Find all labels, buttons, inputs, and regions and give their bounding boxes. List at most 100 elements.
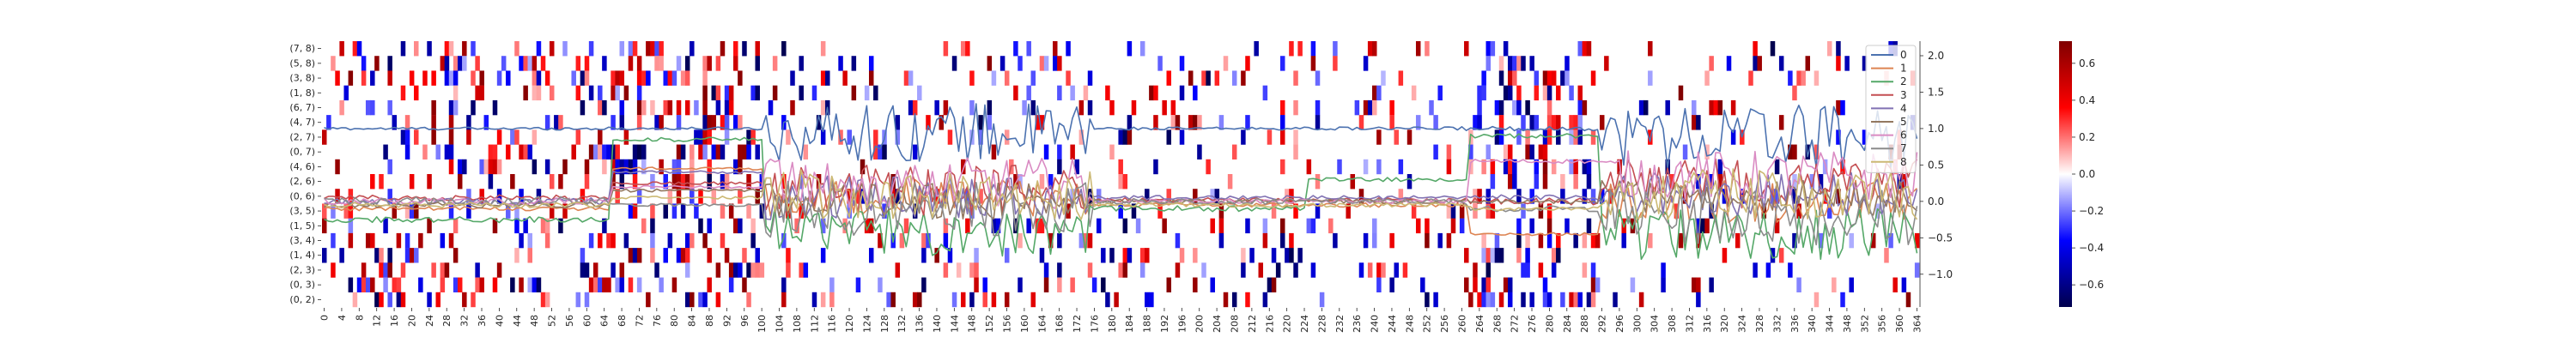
heatmap-cell [724,115,730,130]
heatmap-cell [431,99,436,116]
heatmap-cell [1153,85,1158,101]
heatmap-cell [663,203,668,219]
x-tick-label: 324 [1737,315,1748,333]
heatmap-cell [1538,232,1544,249]
heatmap-cell [926,115,931,130]
heatmap-cell [383,277,388,292]
x-tick-label: 260 [1456,315,1467,333]
heatmap-cell [1546,232,1552,249]
heatmap-cell [409,248,415,263]
heatmap-cell [781,277,787,292]
heatmap-cell [684,70,690,86]
heatmap-cell [702,232,708,249]
heatmap-cell [742,41,747,57]
heatmap-cell [667,70,673,86]
heatmap-cell [921,232,927,249]
heatmap-cell [707,248,712,263]
heatmap-cell [335,70,340,86]
heatmap-cell [663,70,668,86]
heatmap-cell [1227,174,1233,190]
heatmap-cell [1516,85,1522,101]
heatmap-cell [466,203,471,219]
heatmap-cell [890,174,896,190]
heatmap-cell [1682,144,1688,159]
heatmap-cell [492,99,498,116]
heatmap-cell [1048,232,1054,249]
heatmap-cell [619,115,625,130]
heatmap-cell [684,56,690,71]
line-y-axis: −1.0 −0.5 0.0 0.5 1.0 1.5 2.0 [1919,41,1953,307]
x-tick-label: 212 [1247,315,1258,333]
heatmap-cell [676,115,682,130]
heatmap-cell [448,115,454,130]
heatmap-cell [1070,85,1075,101]
heatmap-cell [427,218,432,234]
heatmap-cell [1372,85,1377,101]
heatmap-cell [1796,70,1801,86]
heatmap-cell [690,174,695,190]
heatmap-cell [1704,70,1710,86]
heatmap-cell [1109,248,1115,263]
heatmap-cell [1118,262,1123,278]
heatmap-cell [1692,115,1697,130]
heatmap-cell [733,262,738,278]
heatmap-cell [1546,129,1552,145]
heatmap-cell [671,174,677,190]
heatmap-cell [1293,144,1298,159]
heatmap-cell [1569,115,1574,130]
heatmap-cell [1569,85,1574,101]
heatmap-cell [506,203,511,219]
heatmap-cell [1030,292,1036,308]
heatmap-cell [1245,56,1250,71]
line-y-tick-label: 1.5 [1928,86,1944,98]
heatmap-cell [847,189,853,204]
heatmap-cell [448,159,454,175]
heatmap-cell [549,41,555,57]
heatmap-cell [611,174,616,190]
heatmap-cell [348,232,354,249]
heatmap-cell [1122,262,1128,278]
heatmap-cell [799,56,804,71]
heatmap-cell [733,115,738,130]
heatmap-cell [1556,85,1561,101]
heatmap-cell [1498,70,1504,86]
heatmap-cell [755,248,760,263]
heatmap-cell [820,248,826,263]
heatmap-cell [974,248,979,263]
y-tick-label: (0, 3) [289,280,315,291]
heatmap-cell [1717,174,1723,190]
heatmap-cell [1231,70,1237,86]
heatmap-cell [1722,248,1728,263]
heatmap-cell [1516,218,1522,234]
heatmap-cell [575,292,581,308]
heatmap-cell [1832,277,1837,292]
y-tick-label: (2, 3) [289,264,315,275]
heatmap-cell [921,248,927,263]
heatmap-cell [501,56,507,71]
heatmap-cell [742,144,747,159]
x-tick-label: 248 [1404,315,1415,333]
heatmap-cell [1503,144,1509,159]
heatmap-cell [1704,144,1710,159]
heatmap-cell [383,144,388,159]
heatmap-cell [890,292,896,308]
heatmap-cell [1043,56,1049,71]
heatmap-cell [532,129,538,145]
heatmap-cell [404,115,410,130]
colorbar: −0.6 −0.4 −0.2 0.0 0.2 0.4 0.6 [2059,41,2104,307]
heatmap-cell [457,277,463,292]
heatmap-cell [742,277,747,292]
heatmap-cell [1043,277,1049,292]
heatmap-cell [483,159,489,175]
heatmap-cell [1145,248,1150,263]
heatmap-cell [1406,174,1413,190]
heatmap-cell [707,174,712,190]
x-tick-label: 160 [1019,315,1030,333]
heatmap-cell [1139,248,1145,263]
heatmap-cell [680,144,686,159]
heatmap-cell [738,262,743,278]
heatmap-cell [654,115,659,130]
heatmap-cell [418,232,423,249]
heatmap-cell [1529,292,1534,308]
heatmap-cell [1411,85,1417,101]
